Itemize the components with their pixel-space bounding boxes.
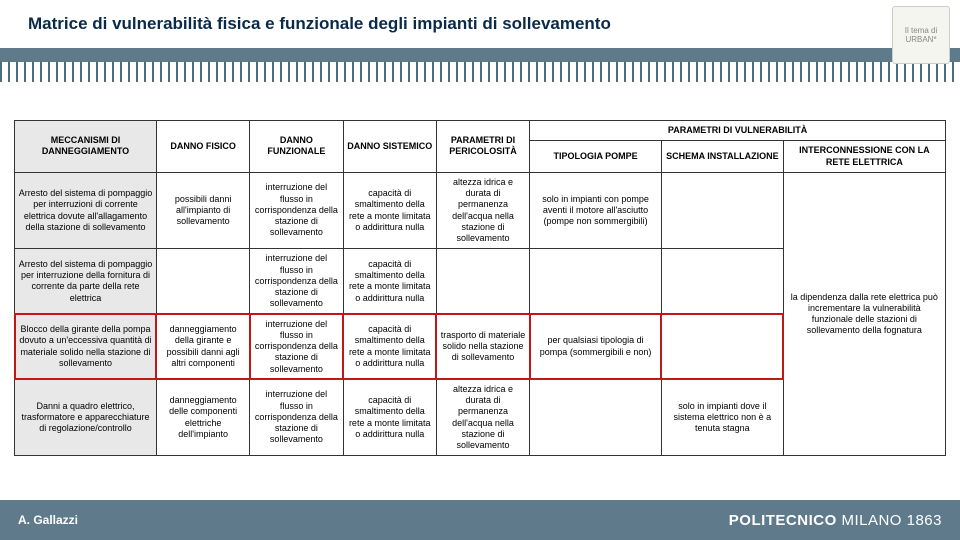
cell-sch: solo in impianti dove il sistema elettri… bbox=[661, 379, 783, 456]
cell-tip: per qualsiasi tipologia di pompa (sommer… bbox=[530, 314, 662, 379]
cell-mech: Danni a quadro elettrico, trasformatore … bbox=[15, 379, 157, 456]
cell-fisico bbox=[156, 249, 249, 314]
brand-logo: POLITECNICO MILANO 1863 bbox=[729, 512, 942, 529]
page-title: Matrice di vulnerabilità fisica e funzio… bbox=[28, 14, 611, 34]
cell-peric: trasporto di materiale solido nella staz… bbox=[436, 314, 529, 379]
col-sist: DANNO SISTEMICO bbox=[343, 121, 436, 173]
cell-tip: solo in impianti con pompe aventi il mot… bbox=[530, 172, 662, 249]
cell-int: la dipendenza dalla rete elettrica può i… bbox=[783, 172, 945, 456]
tick-strip bbox=[0, 62, 960, 82]
cell-mech: Blocco della girante della pompa dovuto … bbox=[15, 314, 157, 379]
matrix-table: MECCANISMI DI DANNEGGIAMENTO DANNO FISIC… bbox=[14, 120, 946, 456]
vulnerability-matrix: MECCANISMI DI DANNEGGIAMENTO DANNO FISIC… bbox=[14, 120, 946, 456]
cell-sch bbox=[661, 314, 783, 379]
cell-fisico: danneggiamento delle componenti elettric… bbox=[156, 379, 249, 456]
col-fisico: DANNO FISICO bbox=[156, 121, 249, 173]
cell-fisico: possibili danni all'impianto di sollevam… bbox=[156, 172, 249, 249]
cell-sch bbox=[661, 249, 783, 314]
col-peric: PARAMETRI DI PERICOLOSITÀ bbox=[436, 121, 529, 173]
cell-peric bbox=[436, 249, 529, 314]
col-funz: DANNO FUNZIONALE bbox=[250, 121, 343, 173]
cell-fisico: danneggiamento della girante e possibili… bbox=[156, 314, 249, 379]
col-tip: TIPOLOGIA POMPE bbox=[530, 141, 662, 173]
cell-sch bbox=[661, 172, 783, 249]
cell-mech: Arresto del sistema di pompaggio per int… bbox=[15, 172, 157, 249]
cell-tip bbox=[530, 379, 662, 456]
cell-peric: altezza idrica e durata di permanenza de… bbox=[436, 172, 529, 249]
col-vuln-group: PARAMETRI DI VULNERABILITÀ bbox=[530, 121, 946, 141]
cell-sist: capacità di smaltimento della rete a mon… bbox=[343, 314, 436, 379]
col-mech: MECCANISMI DI DANNEGGIAMENTO bbox=[15, 121, 157, 173]
table-header-row: MECCANISMI DI DANNEGGIAMENTO DANNO FISIC… bbox=[15, 121, 946, 141]
cell-tip bbox=[530, 249, 662, 314]
col-sch: SCHEMA INSTALLAZIONE bbox=[661, 141, 783, 173]
col-int: INTERCONNESSIONE CON LA RETE ELETTRICA bbox=[783, 141, 945, 173]
project-logo: Il tema di URBAN* bbox=[892, 6, 950, 64]
cell-funz: interruzione del flusso in corrispondenz… bbox=[250, 314, 343, 379]
cell-funz: interruzione del flusso in corrispondenz… bbox=[250, 249, 343, 314]
cell-sist: capacità di smaltimento della rete a mon… bbox=[343, 379, 436, 456]
cell-funz: interruzione del flusso in corrispondenz… bbox=[250, 379, 343, 456]
footer: A. Gallazzi POLITECNICO MILANO 1863 bbox=[0, 500, 960, 540]
cell-peric: altezza idrica e durata di permanenza de… bbox=[436, 379, 529, 456]
table-row: Arresto del sistema di pompaggio per int… bbox=[15, 172, 946, 249]
title-bar: Matrice di vulnerabilità fisica e funzio… bbox=[0, 0, 960, 48]
cell-sist: capacità di smaltimento della rete a mon… bbox=[343, 172, 436, 249]
cell-mech: Arresto del sistema di pompaggio per int… bbox=[15, 249, 157, 314]
cell-funz: interruzione del flusso in corrispondenz… bbox=[250, 172, 343, 249]
header-stripe bbox=[0, 48, 960, 62]
author-label: A. Gallazzi bbox=[18, 513, 78, 527]
cell-sist: capacità di smaltimento della rete a mon… bbox=[343, 249, 436, 314]
